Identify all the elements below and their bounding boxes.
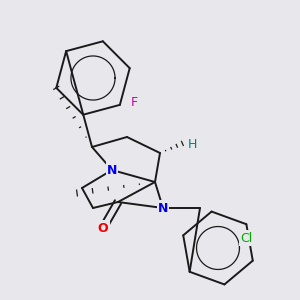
Text: N: N: [107, 164, 117, 176]
Text: H: H: [187, 139, 197, 152]
Text: N: N: [158, 202, 168, 214]
Text: Cl: Cl: [240, 232, 253, 245]
Text: O: O: [98, 221, 108, 235]
Text: F: F: [130, 96, 137, 110]
